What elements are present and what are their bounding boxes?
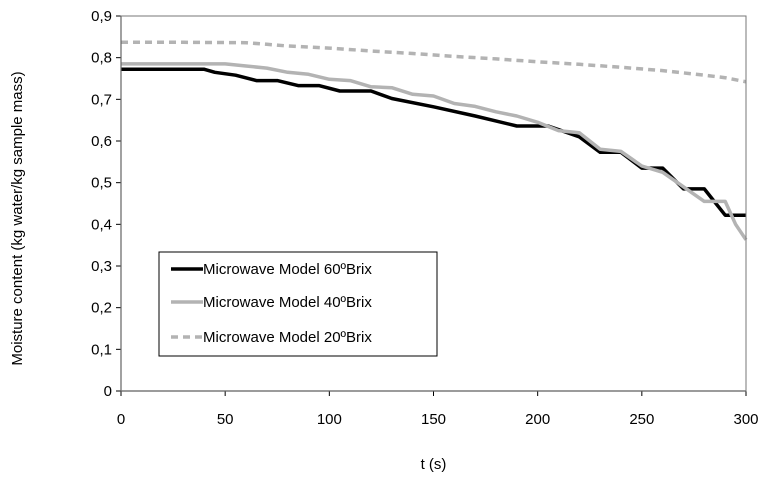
y-tick-label: 0,5 bbox=[91, 175, 112, 192]
legend: Microwave Model 60ºBrix Microwave Model 4… bbox=[158, 251, 438, 357]
series-lines bbox=[121, 40, 748, 241]
legend-box bbox=[158, 251, 438, 357]
plot-area-frame bbox=[120, 15, 747, 392]
x-tick-label: 50 bbox=[217, 411, 234, 428]
y-tick-label: 0,1 bbox=[91, 341, 112, 358]
y-tick-label: 0,8 bbox=[91, 50, 112, 67]
series-line-1 bbox=[121, 67, 746, 217]
series-line-2 bbox=[121, 62, 748, 241]
y-tick-label: 0,9 bbox=[91, 8, 112, 25]
legend-label-1: Microwave Model 60ºBrix bbox=[203, 261, 372, 278]
axis-ticks bbox=[116, 15, 747, 396]
y-tick-label: 0,7 bbox=[91, 91, 112, 108]
x-tick-label: 100 bbox=[317, 411, 342, 428]
x-tick-labels: 0 50 100 150 200 250 300 bbox=[117, 411, 759, 428]
x-tick-label: 300 bbox=[733, 411, 758, 428]
series-line-3 bbox=[121, 40, 747, 84]
y-tick-label: 0 bbox=[104, 383, 112, 400]
y-tick-label: 0,2 bbox=[91, 300, 112, 317]
y-tick-label: 0,6 bbox=[91, 133, 112, 150]
legend-label-2: Microwave Model 40ºBrix bbox=[203, 294, 372, 311]
x-axis-label: t (s) bbox=[421, 456, 447, 473]
legend-label-3: Microwave Model 20ºBrix bbox=[203, 329, 372, 346]
y-tick-labels: 0 0,1 0,2 0,3 0,4 0,5 0,6 0,7 0,8 0,9 bbox=[91, 8, 112, 400]
x-tick-label: 150 bbox=[421, 411, 446, 428]
y-tick-label: 0,3 bbox=[91, 258, 112, 275]
x-tick-label: 200 bbox=[525, 411, 550, 428]
x-tick-label: 0 bbox=[117, 411, 125, 428]
y-axis-label: Moisture content (kg water/kg sample mas… bbox=[9, 71, 26, 365]
y-tick-label: 0,4 bbox=[91, 216, 112, 233]
x-tick-label: 250 bbox=[629, 411, 654, 428]
